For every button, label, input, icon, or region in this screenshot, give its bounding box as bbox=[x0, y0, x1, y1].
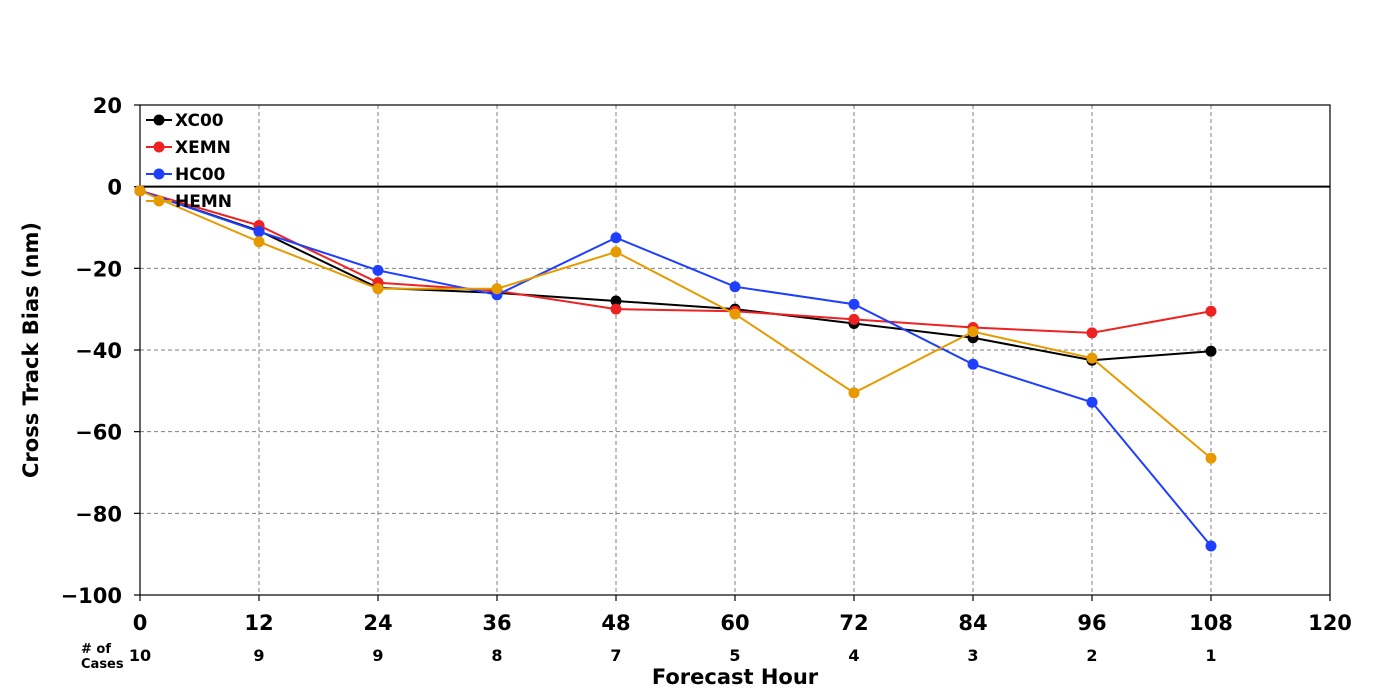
series-line-hc00 bbox=[139, 189, 1212, 547]
x-axis: 0 12 24 36 48 60 72 84 96 108 120 bbox=[133, 595, 1352, 635]
legend-marker-xc00 bbox=[153, 114, 165, 126]
case-count-108: 1 bbox=[1205, 646, 1216, 665]
legend-item-xc00: XC00 bbox=[146, 111, 224, 131]
cases-row: # of Cases 10 9 9 8 7 5 4 3 2 1 bbox=[81, 642, 1217, 672]
legend-item-xemn: XEMN bbox=[146, 138, 231, 158]
y-axis-label: Cross Track Bias (nm) bbox=[19, 222, 43, 478]
data-point-hemn-108 bbox=[1205, 452, 1217, 464]
series-xc00 bbox=[134, 185, 1217, 366]
y-tick-label-0: 20 bbox=[93, 94, 122, 118]
x-tick-label-12: 12 bbox=[244, 611, 273, 635]
data-point-hc00-72 bbox=[848, 298, 860, 310]
data-point-hc00-24 bbox=[372, 264, 384, 276]
data-point-xemn-48 bbox=[610, 303, 622, 315]
series-hemn bbox=[134, 185, 1217, 464]
data-point-xc00-48 bbox=[610, 295, 622, 307]
y-tick-label-5: −80 bbox=[75, 502, 122, 526]
data-point-hemn-48 bbox=[610, 246, 622, 258]
case-count-72: 4 bbox=[848, 646, 859, 665]
x-tick-label-72: 72 bbox=[839, 611, 868, 635]
legend-label-xc00: XC00 bbox=[175, 111, 224, 131]
x-tick-label-24: 24 bbox=[363, 611, 392, 635]
x-tick-label-0: 0 bbox=[133, 611, 148, 635]
data-point-xemn-108 bbox=[1205, 305, 1217, 317]
legend-item-hemn: HEMN bbox=[146, 192, 232, 212]
grid-lines bbox=[140, 105, 1330, 595]
series-hc00 bbox=[134, 185, 1217, 552]
legend-label-hc00: HC00 bbox=[175, 165, 226, 185]
x-axis-label: Forecast Hour bbox=[652, 665, 819, 689]
x-tick-label-48: 48 bbox=[601, 611, 630, 635]
legend: XC00 XEMN HC00 HEMN bbox=[146, 111, 232, 212]
y-tick-label-4: −60 bbox=[75, 421, 122, 445]
data-point-hc00-12 bbox=[253, 226, 265, 238]
y-tick-label-2: −20 bbox=[75, 257, 122, 281]
legend-label-hemn: HEMN bbox=[175, 192, 232, 212]
legend-item-hc00: HC00 bbox=[146, 165, 226, 185]
x-tick-label-60: 60 bbox=[720, 611, 749, 635]
data-point-hemn-24 bbox=[372, 283, 384, 295]
x-tick-label-120: 120 bbox=[1308, 611, 1352, 635]
case-count-12: 9 bbox=[253, 646, 264, 665]
y-tick-label-3: −40 bbox=[75, 339, 122, 363]
case-count-24: 9 bbox=[372, 646, 383, 665]
data-point-hemn-0 bbox=[134, 185, 146, 197]
data-point-hc00-96 bbox=[1086, 396, 1098, 408]
case-count-96: 2 bbox=[1086, 646, 1097, 665]
y-tick-label-1: 0 bbox=[107, 176, 122, 200]
x-tick-label-96: 96 bbox=[1077, 611, 1106, 635]
data-point-hemn-36 bbox=[491, 283, 503, 295]
data-point-hc00-60 bbox=[729, 281, 741, 293]
data-point-hc00-108 bbox=[1205, 540, 1217, 552]
series-line-hemn bbox=[139, 189, 1212, 459]
cases-header-line1: # of bbox=[81, 642, 111, 657]
series-lines bbox=[134, 185, 1217, 552]
case-count-48: 7 bbox=[610, 646, 621, 665]
series-line-xemn bbox=[139, 189, 1212, 334]
data-point-hemn-72 bbox=[848, 387, 860, 399]
case-count-36: 8 bbox=[491, 646, 502, 665]
data-point-hc00-48 bbox=[610, 232, 622, 244]
data-point-xemn-72 bbox=[848, 313, 860, 325]
data-point-hemn-12 bbox=[253, 236, 265, 248]
case-count-0: 10 bbox=[129, 646, 151, 665]
legend-label-xemn: XEMN bbox=[175, 138, 231, 158]
x-tick-label-108: 108 bbox=[1189, 611, 1233, 635]
data-point-xemn-96 bbox=[1086, 327, 1098, 339]
data-point-hemn-60 bbox=[729, 308, 741, 320]
y-axis: 20 0 −20 −40 −60 −80 −100 bbox=[61, 94, 140, 608]
x-tick-label-36: 36 bbox=[482, 611, 511, 635]
case-count-60: 5 bbox=[729, 646, 740, 665]
y-tick-label-6: −100 bbox=[61, 584, 122, 608]
cases-header-line2: Cases bbox=[81, 657, 124, 672]
data-point-hc00-84 bbox=[967, 358, 979, 370]
legend-marker-hemn bbox=[153, 195, 165, 207]
legend-marker-xemn bbox=[153, 141, 165, 153]
data-point-xc00-108 bbox=[1205, 345, 1217, 357]
case-count-84: 3 bbox=[967, 646, 978, 665]
data-point-hemn-96 bbox=[1086, 352, 1098, 364]
data-point-hemn-84 bbox=[967, 326, 979, 338]
x-tick-label-84: 84 bbox=[958, 611, 987, 635]
legend-marker-hc00 bbox=[153, 168, 165, 180]
series-line-xc00 bbox=[139, 189, 1212, 362]
